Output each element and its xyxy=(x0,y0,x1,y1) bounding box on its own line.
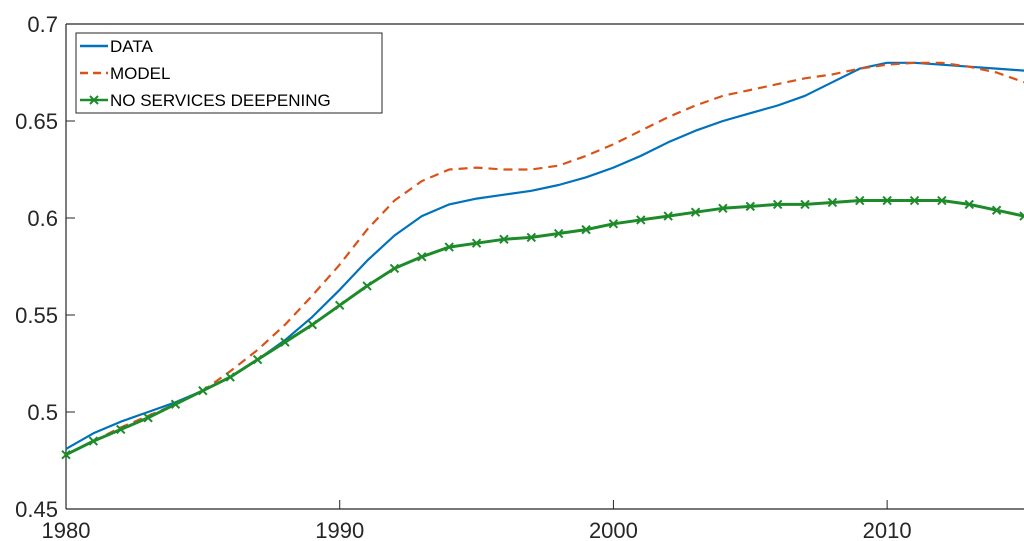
data-point-marker xyxy=(909,195,920,206)
data-point-marker xyxy=(362,281,372,291)
data-point-marker xyxy=(991,205,1002,215)
data-point-marker xyxy=(116,424,126,435)
data-point-marker xyxy=(800,199,810,210)
data-point-marker xyxy=(553,228,564,239)
data-point-marker xyxy=(636,215,646,225)
data-point-marker xyxy=(718,203,728,214)
data-point-marker xyxy=(964,199,974,210)
legend-label: MODEL xyxy=(110,64,170,83)
data-point-marker xyxy=(307,319,318,330)
data-point-marker xyxy=(499,234,509,245)
legend-label: NO SERVICES DEEPENING xyxy=(110,91,331,110)
data-point-marker xyxy=(608,219,619,229)
x-tick-label: 2010 xyxy=(863,518,912,541)
x-tick-label: 1980 xyxy=(42,518,91,541)
y-tick-label: 0.45 xyxy=(15,497,58,522)
legend: DATA MODEL NO SERVICES DEEPENING xyxy=(75,32,383,114)
series-lines xyxy=(61,61,1024,460)
legend-marker xyxy=(89,95,99,105)
data-point-marker xyxy=(225,372,235,382)
data-point-marker xyxy=(690,207,701,217)
data-point-marker xyxy=(389,263,400,274)
data-point-marker xyxy=(444,242,454,252)
data-point-marker xyxy=(198,385,208,396)
series-line-3 xyxy=(65,199,1024,457)
data-point-marker xyxy=(745,201,755,212)
data-point-marker xyxy=(417,252,427,262)
series-line-2 xyxy=(65,61,1024,456)
plot-area xyxy=(65,23,1024,510)
x-tick-label: 1990 xyxy=(315,518,364,541)
data-point-marker xyxy=(280,337,290,347)
series-line-1 xyxy=(65,61,1024,450)
legend-box xyxy=(75,32,383,114)
y-tick-label: 0.55 xyxy=(15,303,58,328)
data-point-marker xyxy=(143,413,153,423)
data-point-marker xyxy=(663,211,673,221)
y-tick-label: 0.65 xyxy=(15,109,58,134)
axis-ticks: 0.45 0.5 0.55 0.6 0.65 0.7 1980 1990 2000 2010 xyxy=(15,12,911,541)
data-point-marker xyxy=(88,436,99,446)
legend-label: DATA xyxy=(110,37,153,56)
data-point-marker xyxy=(882,195,892,206)
data-point-marker xyxy=(526,232,537,243)
y-tick-label: 0.7 xyxy=(27,12,58,37)
x-tick-label: 2000 xyxy=(589,518,638,541)
data-point-marker xyxy=(335,300,345,311)
data-point-marker xyxy=(252,354,263,365)
data-point-marker xyxy=(1019,211,1024,221)
data-point-marker xyxy=(827,197,838,208)
data-point-marker xyxy=(772,199,783,210)
data-point-marker xyxy=(581,224,591,235)
data-point-marker xyxy=(170,399,181,409)
data-point-marker xyxy=(61,449,71,460)
y-tick-label: 0.6 xyxy=(27,206,58,231)
data-point-marker xyxy=(937,195,947,206)
data-point-marker xyxy=(471,238,482,248)
data-point-marker xyxy=(855,195,865,206)
y-tick-label: 0.5 xyxy=(27,400,58,425)
